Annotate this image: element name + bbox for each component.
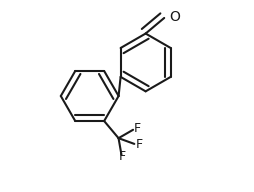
Text: F: F [119,150,126,163]
Text: O: O [169,10,180,24]
Text: F: F [135,138,142,151]
Text: F: F [134,122,141,135]
